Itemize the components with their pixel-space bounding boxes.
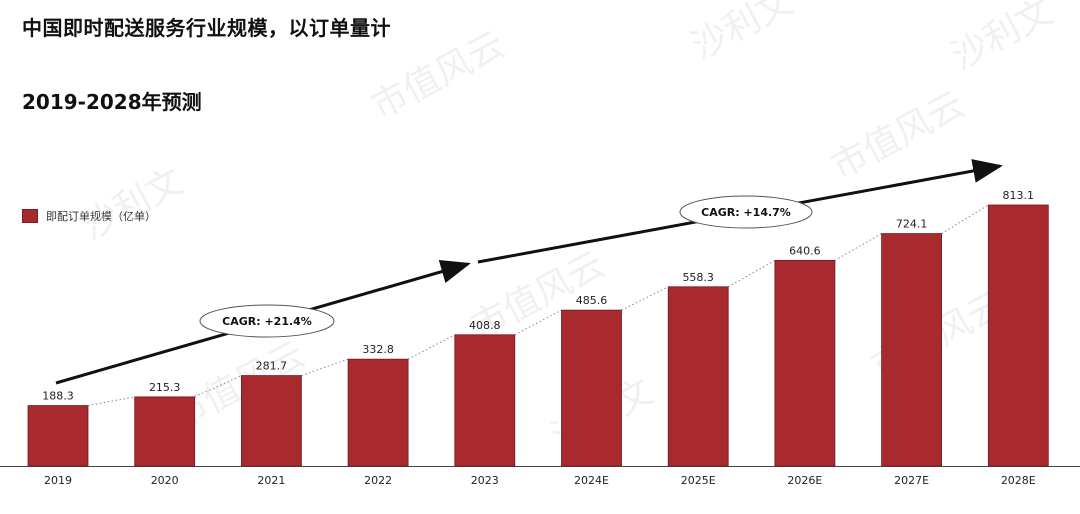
data-label: 332.8 bbox=[362, 343, 394, 356]
x-tick-label: 2024E bbox=[574, 474, 609, 487]
connector-line bbox=[941, 204, 989, 234]
bar bbox=[347, 358, 409, 467]
bar bbox=[774, 259, 836, 467]
legend-swatch bbox=[22, 209, 38, 223]
data-label: 485.6 bbox=[576, 294, 608, 307]
bar bbox=[134, 396, 196, 467]
watermark-text: 市值风云 bbox=[365, 24, 511, 128]
data-label: 558.3 bbox=[682, 271, 714, 284]
legend-label: 即配订单规模（亿单） bbox=[46, 210, 156, 223]
watermark-text: 市值风云 bbox=[825, 84, 971, 188]
x-tick-label: 2028E bbox=[1001, 474, 1036, 487]
connector-line bbox=[87, 396, 135, 407]
bar bbox=[240, 375, 302, 467]
data-label: 640.6 bbox=[789, 244, 821, 257]
legend: 即配订单规模（亿单） bbox=[22, 208, 156, 224]
x-tick-label: 2023 bbox=[471, 474, 499, 487]
connector-line bbox=[514, 309, 562, 336]
connector-line bbox=[407, 334, 456, 360]
x-tick-label: 2026E bbox=[787, 474, 822, 487]
connector-line bbox=[621, 286, 669, 311]
x-tick-label: 2019 bbox=[44, 474, 72, 487]
chart-title: 中国即时配送服务行业规模，以订单量计 bbox=[22, 16, 391, 40]
bar bbox=[561, 309, 622, 467]
cagr-bubble bbox=[199, 304, 335, 338]
bar bbox=[881, 233, 942, 467]
watermark-text: 沙利文 bbox=[75, 161, 190, 248]
connector-line bbox=[834, 233, 882, 261]
data-label: 281.7 bbox=[256, 360, 288, 373]
connector-line bbox=[727, 259, 776, 288]
data-label: 188.3 bbox=[42, 390, 74, 403]
cagr-annotations: CAGR: +21.4% CAGR: +14.7% bbox=[55, 159, 1003, 385]
x-tick-label: 2021 bbox=[257, 474, 285, 487]
trend-connectors bbox=[87, 204, 989, 407]
data-label: 724.1 bbox=[896, 218, 928, 231]
data-label: 215.3 bbox=[149, 381, 181, 394]
data-label: 813.1 bbox=[1003, 189, 1035, 202]
watermark-text: 沙利文 bbox=[685, 0, 800, 68]
cagr-label: CAGR: +14.7% bbox=[701, 206, 791, 219]
data-label: 408.8 bbox=[469, 319, 501, 332]
connector-line bbox=[301, 358, 349, 377]
x-tick-label: 2020 bbox=[151, 474, 179, 487]
cagr-bubble bbox=[679, 195, 813, 229]
bar bbox=[454, 334, 516, 467]
watermark-text: 沙利文 bbox=[945, 0, 1060, 78]
bar bbox=[27, 405, 89, 467]
connector-line bbox=[194, 375, 242, 398]
bar bbox=[987, 204, 1049, 467]
x-tick-label: 2025E bbox=[681, 474, 716, 487]
chart-subtitle: 2019-2028年预测 bbox=[22, 90, 202, 114]
x-tick-label: 2027E bbox=[894, 474, 929, 487]
x-tick-label: 2022 bbox=[364, 474, 392, 487]
bars: 188.3 2019 215.3 2020 281.7 2021 332.8 2022 408.… bbox=[0, 189, 1080, 487]
cagr-label: CAGR: +21.4% bbox=[222, 315, 312, 328]
bar bbox=[667, 286, 729, 467]
